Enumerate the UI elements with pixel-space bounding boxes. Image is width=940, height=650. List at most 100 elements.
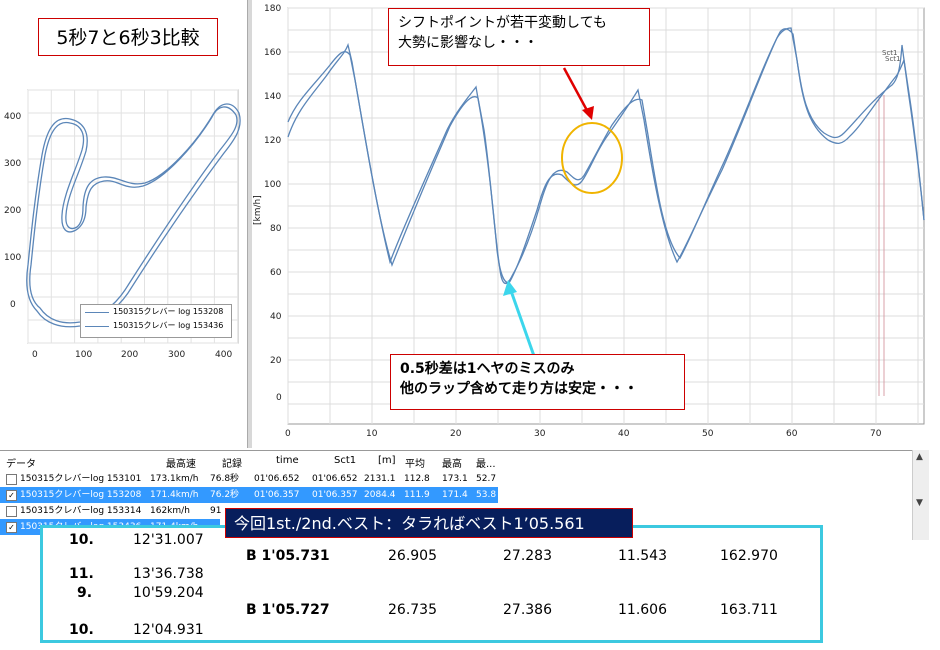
cell-name: 150315クレバーlog 153314 [20,506,142,516]
column-header[interactable]: 記録 [222,459,242,470]
row-checkbox[interactable]: ✓ [6,490,17,501]
highlight-circle [561,122,623,194]
speed-ytick: 0 [276,393,282,403]
track-line-2 [26,103,241,328]
speed-ytick: 40 [270,312,282,322]
cell-last: 53.8 [476,490,497,500]
top-speed: 162.970 [720,548,778,564]
speed-xtick: 50 [702,429,714,439]
page-title: 5秒7と6秒3比較 [38,18,218,56]
speed-ytick: 20 [270,356,282,366]
lap-number: 10. [69,532,94,548]
cell-sct1: 01'06.652 [312,474,358,484]
cell-time: 01'06.357 [254,490,300,500]
track-ytick: 0 [10,300,16,310]
column-header[interactable]: Sct1 [334,455,357,466]
row-checkbox[interactable] [6,506,17,517]
sector-time: 11.543 [618,548,667,564]
speed-ytick: 160 [264,48,281,58]
sector-marker-label: Sct1 [885,55,901,63]
column-header[interactable]: 最高速 [166,459,196,470]
sector-time: 27.283 [503,548,552,564]
top-speed: 163.711 [720,602,778,618]
speed-xtick: 20 [450,429,462,439]
table-row[interactable]: 150315クレバーlog 153101 173.1km/h 76.8秒 01'… [0,471,910,487]
track-xtick: 200 [121,350,138,360]
speed-xtick: 40 [618,429,630,439]
track-legend: 150315クレバー log 153208 150315クレバー log 153… [80,304,232,338]
callout-text: シフトポイントが若干変動しても [398,15,607,31]
track-ytick: 100 [4,253,21,263]
track-xtick: 400 [215,350,232,360]
red-arrow [562,67,592,117]
lap-time: 13'36.738 [133,566,204,582]
cyan-arrow-head [503,280,517,296]
best-lap-label: B 1'05.727 [246,602,330,618]
cyan-arrow [508,287,536,357]
callout-text: 他のラップ含めて走り方は安定・・・ [400,381,638,397]
cell-vmax: 173.1km/h [150,474,199,484]
column-header[interactable]: 最高 [442,459,462,470]
cell-time: 01'06.652 [254,474,300,484]
lap-number: 11. [69,566,94,582]
speed-xtick: 30 [534,429,546,439]
speed-xtick: 10 [366,429,378,439]
scroll-up-icon[interactable]: ▲ [916,452,923,462]
track-map-chart: 400 300 200 100 0 0 100 200 300 400 [4,89,241,360]
sector-time: 27.386 [503,602,552,618]
table-scrollbar[interactable]: ▲ ▼ [912,450,929,540]
track-ytick: 400 [4,112,21,122]
lap-number: 10. [69,622,94,638]
table-row[interactable]: ✓ 150315クレバーlog 153208 171.4km/h 76.2秒 0… [0,487,498,503]
sector-time: 11.606 [618,602,667,618]
cell-record: 76.2秒 [210,490,240,500]
scroll-down-icon[interactable]: ▼ [916,498,923,508]
speed-trace-2 [287,28,925,284]
lap-time: 10'59.204 [133,585,204,601]
pane-splitter[interactable] [247,0,252,448]
callout-shift-point: シフトポイントが若干変動しても 大勢に影響なし・・・ [388,8,650,66]
cell-sct1: 01'06.357 [312,490,358,500]
table-row[interactable]: 150315クレバーlog 153314 162km/h 91 [0,503,910,519]
track-line-1 [29,106,238,324]
track-ytick: 300 [4,159,21,169]
callout-text: 大勢に影響なし・・・ [398,35,538,51]
lap-time: 12'04.931 [133,622,204,638]
speed-xtick: 0 [285,429,291,439]
sector-time: 26.735 [388,602,437,618]
callout-text: 0.5秒差は1ヘヤのミスのみ [400,361,575,377]
cell-m: 2131.1 [364,474,396,484]
lap-number: 9. [77,585,93,601]
legend-item: 150315クレバー log 153208 [81,305,231,319]
speed-ytick: 80 [270,224,282,234]
cell-name: 150315クレバーlog 153208 [20,490,142,500]
track-xtick: 100 [75,350,92,360]
cell-vmax: 162km/h [150,506,190,516]
speed-ytick: 100 [264,180,281,190]
speed-ytick: 140 [264,92,281,102]
column-header[interactable]: [m] [378,455,396,466]
track-xtick: 300 [168,350,185,360]
column-header[interactable]: time [276,455,299,466]
cell-max: 173.1 [442,474,468,484]
best-lap-label: B 1'05.731 [246,548,330,564]
cell-last: 52.7 [476,474,497,484]
speed-xtick: 70 [870,429,882,439]
speed-ytick: 60 [270,268,282,278]
cell-record: 76.8秒 [210,474,240,484]
column-header[interactable]: 最... [476,459,496,470]
column-header[interactable]: 平均 [405,459,425,470]
row-checkbox[interactable] [6,474,17,485]
sector-time: 26.905 [388,548,437,564]
cell-m: 2084.4 [364,490,396,500]
legend-label: 150315クレバー log 153208 [113,307,224,316]
red-arrow-head [582,106,594,120]
column-header[interactable]: データ [6,459,36,470]
row-checkbox[interactable]: ✓ [6,522,17,533]
cell-avg: 111.9 [404,490,430,500]
speed-ytick: 120 [264,136,281,146]
lap-time: 12'31.007 [133,532,204,548]
lap-times-box: 10. 12'31.007 B 1'05.731 26.905 27.283 1… [40,525,823,643]
callout-difference: 0.5秒差は1ヘヤのミスのみ 他のラップ含めて走り方は安定・・・ [390,354,685,410]
speed-xtick: 60 [786,429,798,439]
